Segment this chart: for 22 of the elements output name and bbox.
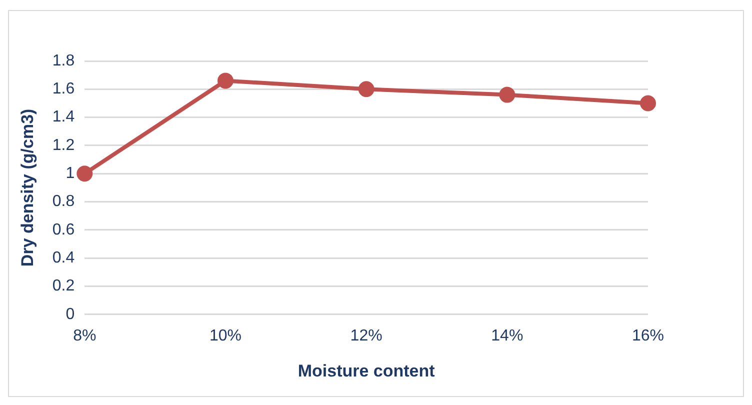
y-tick-label: 0.6 — [52, 221, 75, 238]
y-tick-label: 1.8 — [52, 52, 75, 70]
y-tick-label: 1.2 — [52, 136, 75, 154]
y-tick-label: 1.4 — [52, 108, 75, 126]
y-tick-label: 0 — [66, 306, 75, 323]
x-tick-label: 10% — [209, 327, 242, 344]
y-axis-title: Dry density (g/cm3) — [18, 108, 37, 267]
y-tick-label: 0.2 — [52, 278, 75, 295]
point — [640, 95, 656, 112]
x-tick-label: 16% — [632, 327, 664, 344]
y-tick-label: 1 — [66, 165, 75, 182]
point — [76, 166, 93, 182]
y-tick-label: 0.8 — [52, 193, 75, 210]
y-tick-label: 1.6 — [52, 80, 75, 98]
x-tick-label: 8% — [73, 327, 96, 344]
y-tick-label: 0.4 — [52, 249, 75, 266]
point — [499, 86, 516, 103]
x-tick-label: 12% — [350, 327, 382, 344]
point — [217, 72, 234, 89]
point — [358, 81, 374, 98]
x-axis-title: Moisture content — [298, 361, 436, 380]
x-tick-label: 14% — [491, 327, 524, 344]
